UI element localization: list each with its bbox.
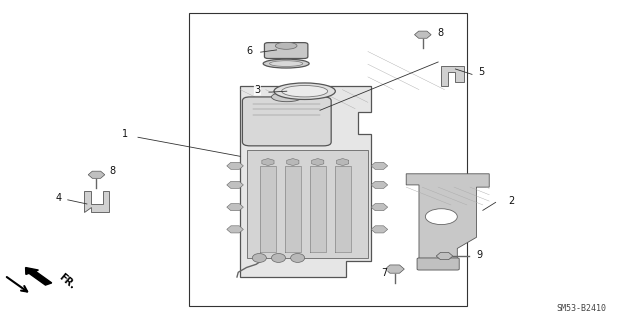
- Polygon shape: [84, 191, 109, 212]
- FancyBboxPatch shape: [417, 258, 460, 270]
- Text: 3: 3: [254, 85, 260, 95]
- Polygon shape: [406, 174, 489, 260]
- Bar: [260, 166, 276, 252]
- Ellipse shape: [269, 61, 303, 66]
- Text: 5: 5: [478, 67, 484, 77]
- Text: 4: 4: [55, 193, 61, 203]
- Text: 7: 7: [381, 268, 387, 278]
- FancyBboxPatch shape: [264, 43, 308, 58]
- Text: 6: 6: [246, 46, 253, 56]
- Ellipse shape: [275, 42, 297, 49]
- FancyBboxPatch shape: [243, 97, 331, 146]
- Circle shape: [426, 209, 458, 225]
- Bar: [285, 166, 301, 252]
- Polygon shape: [240, 86, 371, 277]
- Ellipse shape: [263, 59, 309, 68]
- Text: 8: 8: [437, 28, 443, 38]
- Bar: [335, 166, 351, 252]
- Bar: [246, 150, 368, 258]
- Text: 9: 9: [477, 250, 483, 260]
- Ellipse shape: [274, 83, 335, 100]
- Polygon shape: [442, 66, 464, 86]
- Text: 1: 1: [122, 129, 128, 139]
- Text: 2: 2: [508, 196, 515, 206]
- Bar: [189, 13, 467, 306]
- Ellipse shape: [271, 254, 285, 263]
- Text: FR.: FR.: [57, 271, 77, 291]
- Bar: [310, 166, 326, 252]
- Text: SM53-B2410: SM53-B2410: [557, 304, 607, 313]
- Ellipse shape: [282, 85, 328, 97]
- Ellipse shape: [252, 254, 266, 263]
- Text: 8: 8: [109, 166, 115, 176]
- Ellipse shape: [291, 254, 305, 263]
- Ellipse shape: [271, 92, 302, 102]
- FancyArrow shape: [26, 268, 52, 285]
